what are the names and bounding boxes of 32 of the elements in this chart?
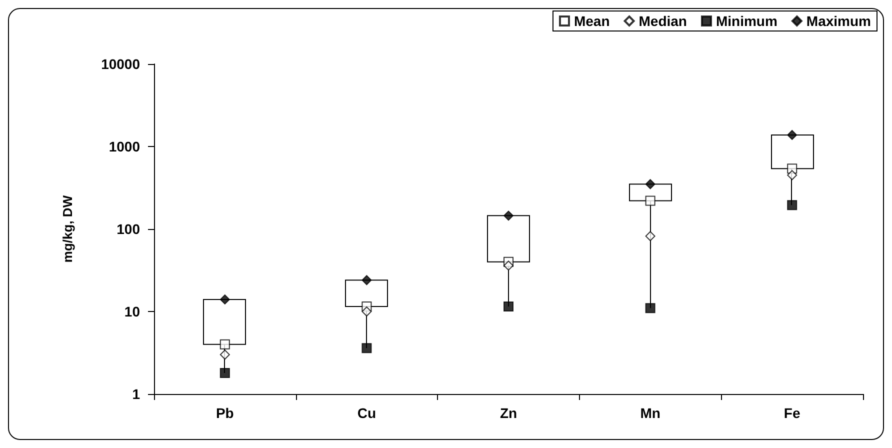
point xyxy=(787,200,798,210)
point xyxy=(645,231,656,242)
y-tick-label: 100 xyxy=(116,221,140,237)
point xyxy=(362,306,372,316)
point xyxy=(787,130,798,140)
y-tick-label: 1 xyxy=(132,386,140,402)
y-tick-label: 10000 xyxy=(101,56,140,72)
point xyxy=(220,368,230,378)
point xyxy=(787,170,798,180)
legend-label: Maximum xyxy=(806,13,872,29)
point xyxy=(220,294,230,304)
legend-label: Median xyxy=(638,13,687,29)
point xyxy=(645,303,656,314)
point xyxy=(504,260,514,271)
y-tick-label: 10 xyxy=(124,304,140,320)
x-tick-label: Zn xyxy=(500,405,518,421)
x-tick-label: Cu xyxy=(357,405,376,421)
x-tick-label: Pb xyxy=(216,405,234,421)
point xyxy=(362,275,372,286)
point xyxy=(504,210,514,221)
point xyxy=(220,339,230,350)
x-tick-label: Mn xyxy=(640,405,660,421)
x-tick-label: Fe xyxy=(784,405,800,421)
y-axis-title: mg/kg, DW xyxy=(60,194,75,263)
legend-label: Mean xyxy=(574,13,610,29)
point xyxy=(220,350,230,360)
point xyxy=(645,179,656,190)
legend-label: Minimum xyxy=(716,13,778,29)
point xyxy=(362,343,372,354)
point xyxy=(504,301,514,312)
point xyxy=(645,196,656,206)
y-tick-label: 1000 xyxy=(108,138,140,154)
